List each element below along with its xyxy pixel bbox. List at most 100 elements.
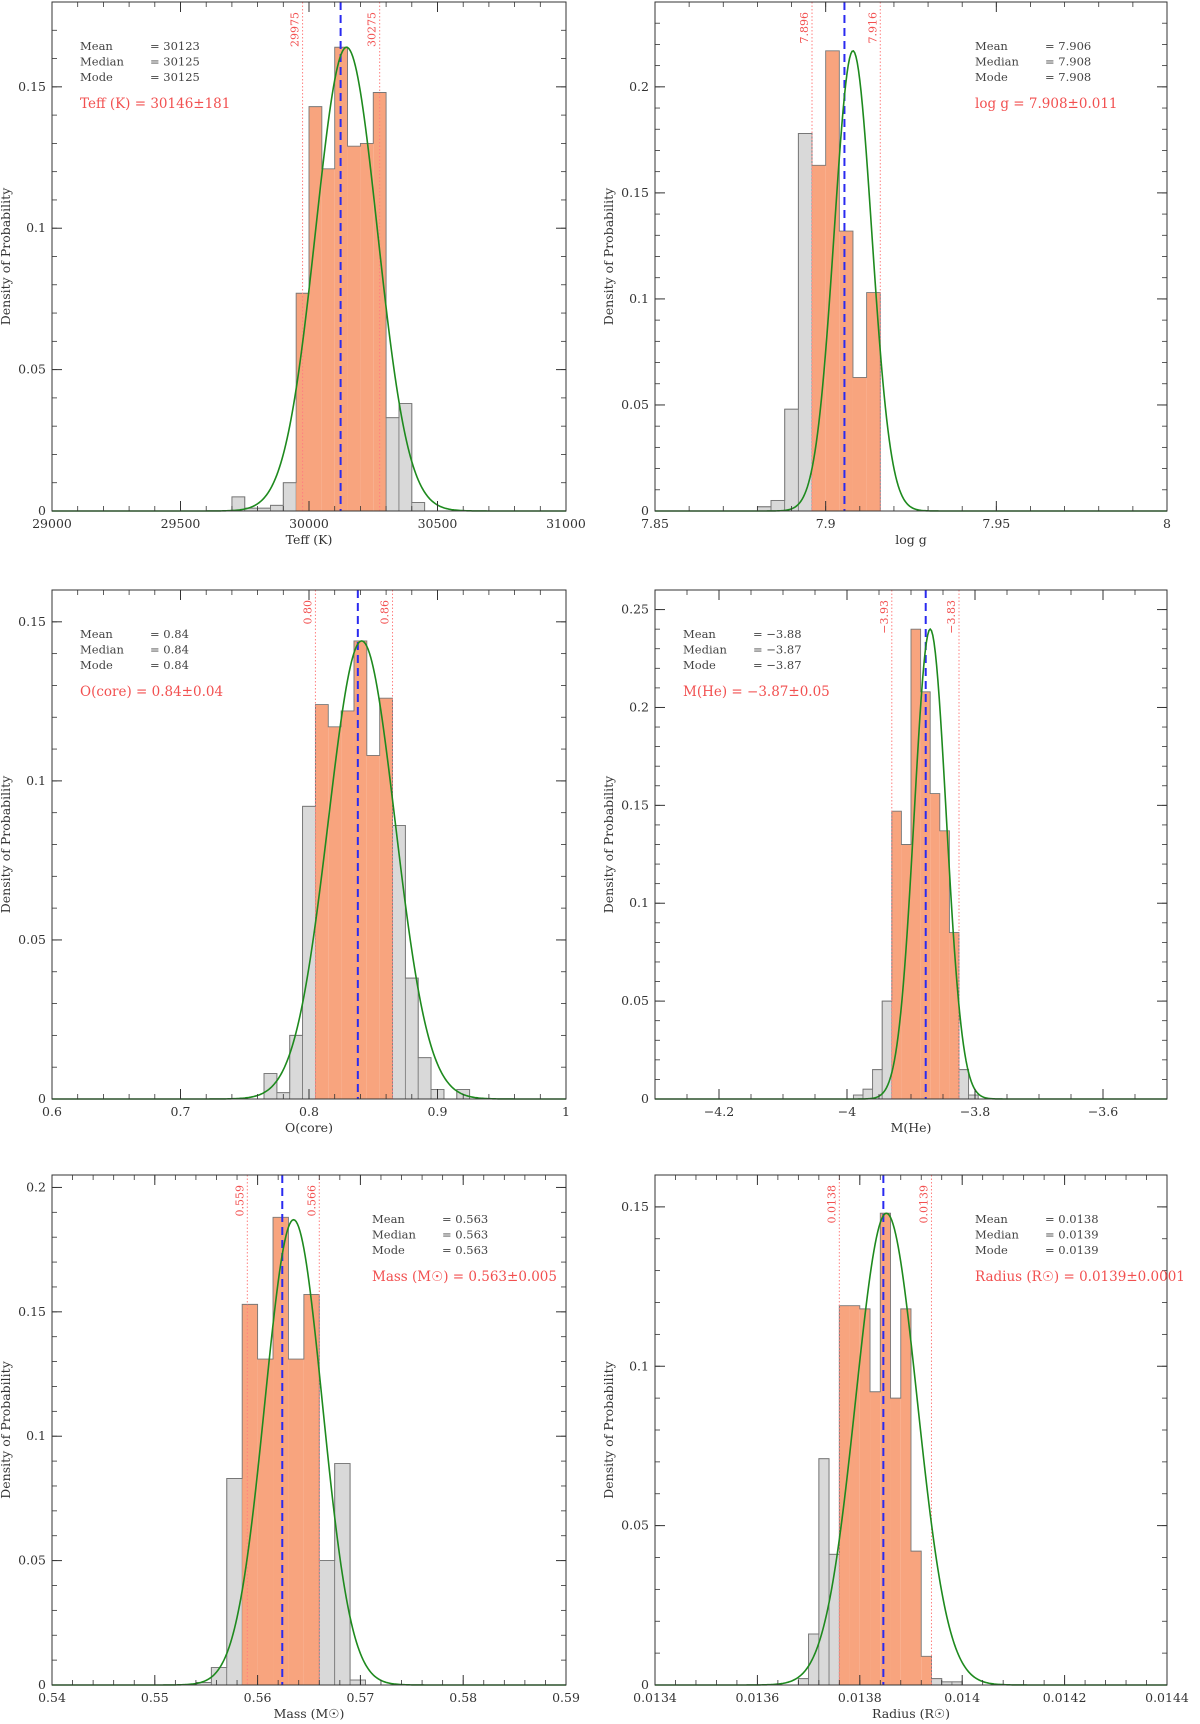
y-axis-label: Density of Probability <box>0 1360 13 1498</box>
stat-label: Mean <box>975 1212 1008 1226</box>
x-tick-label: 0.0138 <box>838 1690 882 1705</box>
y-tick-label: 0.25 <box>621 602 649 617</box>
stat-value: = 0.84 <box>150 658 189 672</box>
y-tick-label: 0.15 <box>621 185 649 200</box>
x-tick-label: 0.9 <box>428 1104 448 1119</box>
stat-label: Mean <box>683 627 716 641</box>
histogram-bar <box>797 133 813 512</box>
stat-value: = 0.0139 <box>1045 1228 1099 1242</box>
stat-value: = 30125 <box>150 55 200 69</box>
stat-label: Mode <box>975 1243 1008 1257</box>
credible-interval-label: 0.566 <box>305 1185 318 1217</box>
histogram-bar <box>273 1217 289 1685</box>
y-tick-label: 0.05 <box>18 362 46 377</box>
x-axis-label: O(core) <box>285 1120 333 1135</box>
stat-label: Median <box>80 55 124 69</box>
y-axis-label: Density of Probability <box>0 187 13 325</box>
x-tick-label: 0.55 <box>141 1690 169 1705</box>
fit-result-text: Teff (K) = 30146±181 <box>80 96 230 112</box>
histogram-bar <box>797 1678 809 1686</box>
x-tick-label: 0.56 <box>244 1690 272 1705</box>
histogram-bar <box>931 1678 943 1686</box>
fit-result-text: Mass (M☉) = 0.563±0.005 <box>372 1269 557 1285</box>
histogram-bar <box>360 143 374 511</box>
histogram-bar <box>880 1213 891 1685</box>
credible-interval-label: 0.0138 <box>825 1185 838 1224</box>
stat-value: = 0.84 <box>150 627 189 641</box>
histogram-bar <box>257 1359 274 1685</box>
y-tick-label: 0.1 <box>629 1358 649 1373</box>
histogram-bar <box>958 1069 969 1100</box>
y-axis-label: Density of Probability <box>601 1360 616 1498</box>
x-tick-label: −3.8 <box>960 1104 990 1119</box>
y-tick-label: 0 <box>38 1091 46 1106</box>
histogram-bar <box>282 482 297 512</box>
y-tick-label: 0.05 <box>621 993 649 1008</box>
x-tick-label: 0.8 <box>299 1104 319 1119</box>
histogram-bar <box>417 1057 432 1100</box>
stat-value: = 30125 <box>150 70 200 84</box>
x-tick-label: 1 <box>562 1104 570 1119</box>
histogram-bar <box>900 1308 911 1685</box>
fit-result-text: O(core) = 0.84±0.04 <box>80 684 223 700</box>
histogram-bar <box>968 1094 979 1100</box>
histogram-bar <box>373 92 387 511</box>
stat-value: = 7.908 <box>1045 70 1091 84</box>
fit-result-text: M(He) = −3.87±0.05 <box>683 684 830 700</box>
histogram-bar <box>309 106 322 511</box>
mass-panel: 0.559 0.566 0.54 0.55 0.56 0.57 0.58 0.59 0 0.05 0… <box>0 1174 580 1721</box>
y-tick-label: 0 <box>38 1677 46 1692</box>
histogram-bar <box>818 1458 830 1686</box>
stat-value: = −3.88 <box>753 627 802 641</box>
histogram-bar <box>353 640 367 1099</box>
x-tick-label: −3.6 <box>1088 1104 1118 1119</box>
y-tick-label: 0.1 <box>26 220 46 235</box>
x-axis-label: Teff (K) <box>286 532 333 547</box>
stat-label: Mean <box>80 627 113 641</box>
credible-interval-label: 0.0139 <box>917 1185 930 1224</box>
stat-label: Mean <box>80 39 113 53</box>
histogram-bar <box>321 168 335 512</box>
y-axis-label: Density of Probability <box>601 775 616 913</box>
x-tick-label: 0.0134 <box>633 1690 677 1705</box>
histogram-bar <box>328 726 342 1099</box>
mhe-panel: −3.93 −3.83 −4.2 −4 −3.8 −3.6 0 0.05 0.1 0.15 0.2 0… <box>601 589 1168 1135</box>
y-tick-label: 0.05 <box>18 1553 46 1568</box>
histogram-bar <box>404 977 419 1100</box>
credible-interval-label: 29975 <box>289 12 302 47</box>
fit-result-text: Radius (R☉) = 0.0139±0.0001 <box>975 1269 1185 1285</box>
credible-interval-label: −3.93 <box>878 600 891 634</box>
stat-value: = 0.563 <box>442 1212 488 1226</box>
histogram-bar <box>288 1359 304 1685</box>
x-axis-label: M(He) <box>891 1120 932 1135</box>
logg-panel: 7.896 7.916 7.85 7.9 7.95 8 0 0.05 0.1 0.15 0.2 log… <box>601 1 1171 547</box>
y-tick-label: 0.2 <box>629 699 649 714</box>
x-tick-label: 0.014 <box>944 1690 980 1705</box>
y-tick-label: 0.05 <box>18 932 46 947</box>
histogram-bar <box>870 1391 881 1685</box>
stat-label: Mode <box>372 1243 405 1257</box>
y-tick-label: 0.15 <box>621 1199 649 1214</box>
x-tick-label: 0.54 <box>38 1690 66 1705</box>
stat-value: = −3.87 <box>753 643 802 657</box>
histogram-bar <box>825 50 840 511</box>
stat-label: Mode <box>683 658 716 672</box>
histogram-bar <box>911 1551 922 1685</box>
credible-interval-label: 7.896 <box>798 12 811 44</box>
histogram-bar <box>347 146 361 511</box>
y-tick-label: 0.1 <box>629 291 649 306</box>
histogram-bar <box>303 1294 320 1685</box>
histogram-bar <box>839 231 853 512</box>
y-tick-label: 0.1 <box>26 1428 46 1443</box>
histogram-bar <box>242 1304 258 1685</box>
stat-value: = 7.906 <box>1045 39 1091 53</box>
histogram-bar <box>921 1656 932 1685</box>
credible-interval-label: 30275 <box>366 12 379 47</box>
y-tick-label: 0 <box>641 503 649 518</box>
histogram-bar <box>289 1034 303 1100</box>
x-tick-label: 31000 <box>546 516 586 531</box>
y-tick-label: 0.05 <box>621 1518 649 1533</box>
histogram-bar <box>349 1679 366 1686</box>
stat-value: = 0.0138 <box>1045 1212 1099 1226</box>
